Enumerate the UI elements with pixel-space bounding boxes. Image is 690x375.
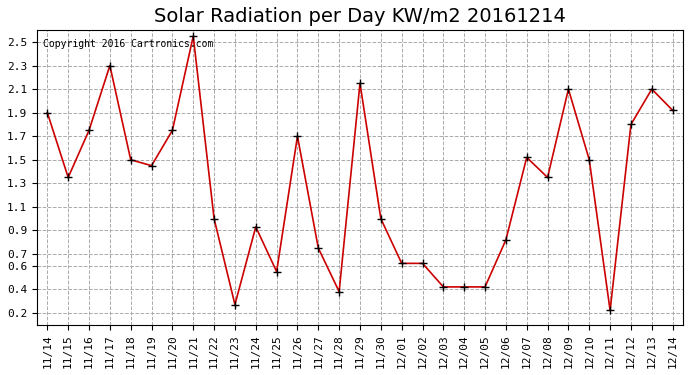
Text: Copyright 2016 Cartronics.com: Copyright 2016 Cartronics.com [43, 39, 214, 49]
Title: Solar Radiation per Day KW/m2 20161214: Solar Radiation per Day KW/m2 20161214 [154, 7, 566, 26]
